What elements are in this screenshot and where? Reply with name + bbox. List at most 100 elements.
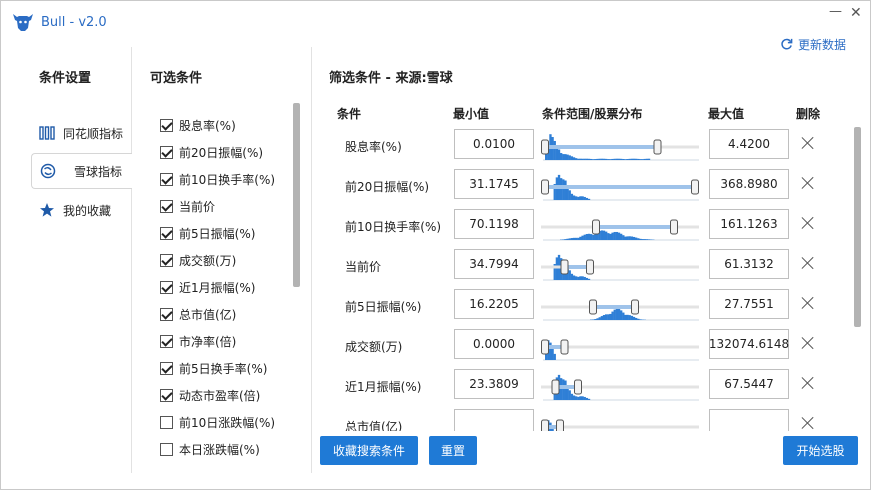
max-value-input[interactable]: 27.7551 [709,289,789,319]
delete-icon[interactable] [801,176,815,190]
condition-checkbox[interactable] [160,335,173,348]
range-slider[interactable] [539,169,701,201]
max-value-input[interactable]: 4.4200 [709,129,789,159]
nav-item-ths[interactable]: 同花顺指标 [1,115,131,151]
condition-item[interactable]: 成交额(万) [160,247,290,274]
title-bar: Bull - v2.0 — ✕ [1,1,870,41]
slider-high-handle[interactable] [653,139,662,155]
slider-low-handle[interactable] [551,379,560,395]
slider-low-handle[interactable] [541,139,549,155]
condition-checkbox[interactable] [160,173,173,186]
slider-high-handle[interactable] [670,219,678,235]
range-slider[interactable] [539,329,701,361]
reset-button[interactable]: 重置 [429,436,477,465]
min-value-input[interactable]: 23.3809 [454,369,534,399]
close-button[interactable]: ✕ [850,5,862,21]
distribution-bar [568,270,571,280]
condition-checkbox[interactable] [160,416,173,429]
condition-item[interactable]: 当前价 [160,193,290,220]
conditions-scrollbar[interactable] [293,103,300,287]
conditions-list: 股息率(%) 前20日振幅(%) 前10日换手率(%) 当前价 前5日振幅(%) 成交额(… [160,112,290,463]
condition-checkbox[interactable] [160,362,173,375]
range-slider[interactable] [539,289,701,321]
range-slider[interactable] [539,209,701,241]
filter-row: 前5日振幅(%) 16.2205 27.7551 [321,285,851,325]
slider-low-handle[interactable] [592,219,600,235]
condition-item[interactable]: 前10日换手率(%) [160,166,290,193]
slider-low-handle[interactable] [541,179,549,195]
slider-high-handle[interactable] [631,299,639,315]
condition-item[interactable]: 前5日振幅(%) [160,220,290,247]
slider-low-handle[interactable] [541,419,549,431]
condition-checkbox[interactable] [160,254,173,267]
distribution-bar [568,155,571,160]
delete-icon[interactable] [801,256,815,270]
distribution-bar [562,154,565,160]
condition-item[interactable]: 本日涨跌幅(%) [160,436,290,463]
condition-item[interactable]: 动态市盈率(倍) [160,382,290,409]
distribution-bar [553,140,556,160]
delete-icon[interactable] [801,376,815,390]
condition-checkbox[interactable] [160,308,173,321]
distribution-bar [598,230,601,240]
range-slider[interactable] [539,369,701,401]
range-slider[interactable] [539,129,701,161]
condition-checkbox[interactable] [160,227,173,240]
delete-icon[interactable] [801,296,815,310]
condition-item[interactable]: 市净率(倍) [160,328,290,355]
delete-icon[interactable] [801,216,815,230]
min-value-input[interactable]: 0.0000 [454,329,534,359]
min-value-input[interactable]: 31.1745 [454,169,534,199]
condition-checkbox[interactable] [160,146,173,159]
min-value-input[interactable]: 16.2205 [454,289,534,319]
distribution-bar [628,158,631,160]
slider-high-handle[interactable] [574,379,582,395]
condition-item[interactable]: 前10日涨跌幅(%) [160,409,290,436]
slider-high-handle[interactable] [691,179,699,195]
distribution-bar [594,319,597,320]
start-screening-button[interactable]: 开始选股 [783,436,858,465]
condition-item[interactable]: 前20日振幅(%) [160,139,290,166]
slider-high-handle[interactable] [560,339,569,355]
distribution-bar [641,239,644,240]
distribution-bar [632,158,636,160]
range-slider[interactable] [539,249,701,281]
min-value-input[interactable]: 70.1198 [454,209,534,239]
condition-item[interactable]: 近1月振幅(%) [160,274,290,301]
delete-icon[interactable] [801,336,815,350]
condition-checkbox[interactable] [160,200,173,213]
max-value-input[interactable]: 67.5447 [709,369,789,399]
condition-checkbox[interactable] [160,443,173,456]
max-value-input[interactable]: 368.8980 [709,169,789,199]
condition-checkbox[interactable] [160,119,173,132]
slider-high-handle[interactable] [586,259,594,275]
max-value-input[interactable]: 132074.6148 [709,329,789,359]
filter-scrollbar[interactable] [854,127,861,327]
distribution-bar [624,159,627,160]
max-value-input[interactable] [709,409,789,431]
nav-item-xueqiu[interactable]: 雪球指标 [31,153,132,189]
delete-icon[interactable] [801,416,815,430]
condition-checkbox[interactable] [160,389,173,402]
condition-checkbox[interactable] [160,281,173,294]
max-value-input[interactable]: 61.3132 [709,249,789,279]
min-value-input[interactable]: 34.7994 [454,249,534,279]
nav-item-favorites[interactable]: 我的收藏 [1,192,131,228]
slider-low-handle[interactable] [560,259,569,275]
slider-low-handle[interactable] [589,299,597,315]
minimize-button[interactable]: — [829,4,842,19]
max-value-input[interactable]: 161.1263 [709,209,789,239]
min-value-input[interactable]: 0.0100 [454,129,534,159]
range-slider[interactable] [539,409,701,431]
slider-low-handle[interactable] [541,339,549,355]
condition-item[interactable]: 总市值(亿) [160,301,290,328]
refresh-data-button[interactable]: 更新数据 [780,36,846,53]
save-search-button[interactable]: 收藏搜索条件 [320,436,418,465]
min-value-input[interactable] [454,409,534,431]
slider-high-handle[interactable] [556,419,564,431]
condition-item[interactable]: 前5日换手率(%) [160,355,290,382]
distribution-bar [572,195,576,200]
condition-item[interactable]: 股息率(%) [160,112,290,139]
snowball-icon [40,163,56,179]
delete-icon[interactable] [801,136,815,150]
